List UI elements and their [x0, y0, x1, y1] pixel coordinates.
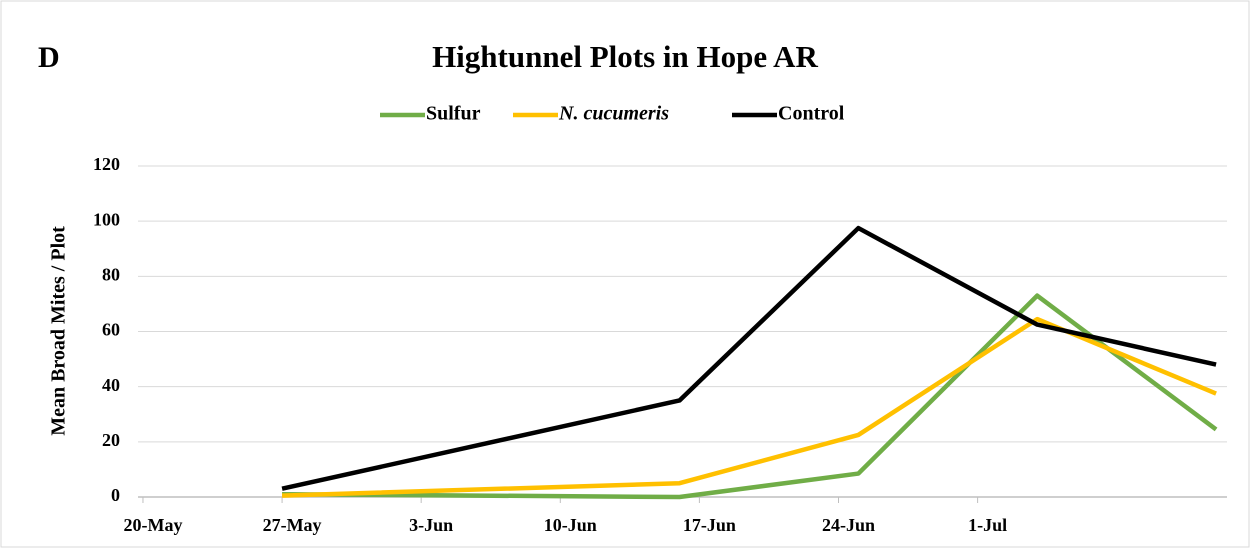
y-tick-label: 120 — [93, 154, 120, 174]
x-tick-label: 27-May — [263, 515, 322, 535]
x-tick-label: 1-Jul — [968, 515, 1007, 535]
y-tick-label: 80 — [102, 264, 120, 284]
x-tick-label: 24-Jun — [822, 515, 875, 535]
y-tick-label: 100 — [93, 209, 120, 229]
y-tick-label: 20 — [102, 430, 120, 450]
x-tick-label: 3-Jun — [409, 515, 453, 535]
y-tick-label: 40 — [102, 375, 120, 395]
chart-title: Hightunnel Plots in Hope AR — [432, 39, 818, 74]
x-tick-label: 17-Jun — [683, 515, 736, 535]
y-axis-label: Mean Broad Mites / Plot — [48, 226, 70, 436]
panel-label: D — [38, 41, 60, 74]
series-line — [282, 316, 1217, 498]
y-tick-label: 0 — [111, 485, 120, 505]
legend-label: Control — [778, 103, 845, 125]
x-tick-label: 20-May — [123, 515, 182, 535]
legend-label: Sulfur — [426, 103, 481, 125]
x-tick-label: 10-Jun — [544, 515, 597, 535]
legend-label: N. cucumeris — [558, 103, 669, 125]
series-line — [281, 225, 1217, 491]
y-tick-label: 60 — [102, 320, 120, 340]
